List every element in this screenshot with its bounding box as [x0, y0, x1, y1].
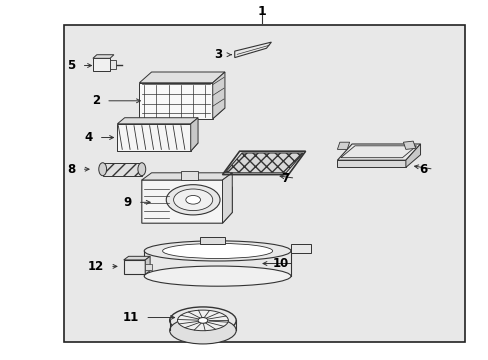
Polygon shape — [142, 173, 232, 180]
Text: 5: 5 — [67, 59, 76, 72]
Polygon shape — [190, 118, 198, 151]
Text: 7: 7 — [281, 172, 289, 185]
Ellipse shape — [198, 318, 207, 323]
Polygon shape — [222, 173, 232, 223]
Polygon shape — [145, 264, 152, 270]
Ellipse shape — [177, 310, 228, 331]
Ellipse shape — [166, 185, 220, 215]
Polygon shape — [337, 144, 420, 160]
Ellipse shape — [138, 163, 145, 176]
Text: 12: 12 — [88, 260, 104, 273]
Polygon shape — [123, 260, 145, 274]
Ellipse shape — [185, 195, 200, 204]
Polygon shape — [139, 83, 212, 119]
Polygon shape — [93, 58, 110, 71]
Polygon shape — [93, 55, 114, 58]
Polygon shape — [145, 256, 150, 274]
Text: 10: 10 — [272, 257, 288, 270]
Ellipse shape — [144, 241, 290, 261]
Polygon shape — [110, 60, 116, 69]
Polygon shape — [405, 144, 420, 167]
Polygon shape — [234, 42, 271, 58]
Ellipse shape — [99, 163, 106, 176]
Text: 2: 2 — [92, 94, 100, 107]
Polygon shape — [139, 72, 224, 83]
Polygon shape — [139, 108, 224, 119]
Text: 6: 6 — [419, 163, 427, 176]
Polygon shape — [117, 124, 190, 151]
Polygon shape — [181, 171, 198, 180]
Polygon shape — [102, 163, 142, 176]
Ellipse shape — [162, 243, 272, 258]
Polygon shape — [290, 244, 310, 253]
Polygon shape — [200, 237, 224, 244]
Polygon shape — [142, 180, 232, 223]
Ellipse shape — [169, 317, 236, 344]
Ellipse shape — [169, 307, 236, 334]
Text: 8: 8 — [67, 163, 76, 176]
Polygon shape — [224, 153, 303, 173]
Bar — [63, 25, 464, 342]
Polygon shape — [403, 141, 415, 149]
Text: 9: 9 — [123, 196, 132, 209]
Polygon shape — [337, 160, 405, 167]
Polygon shape — [117, 143, 198, 151]
Ellipse shape — [173, 189, 212, 211]
Text: 4: 4 — [84, 131, 93, 144]
Polygon shape — [123, 256, 150, 260]
Text: 3: 3 — [214, 48, 222, 61]
Text: 11: 11 — [123, 311, 139, 324]
Polygon shape — [117, 118, 198, 124]
Ellipse shape — [144, 266, 290, 286]
Polygon shape — [337, 142, 349, 149]
Polygon shape — [212, 72, 224, 119]
Text: 1: 1 — [257, 5, 265, 18]
